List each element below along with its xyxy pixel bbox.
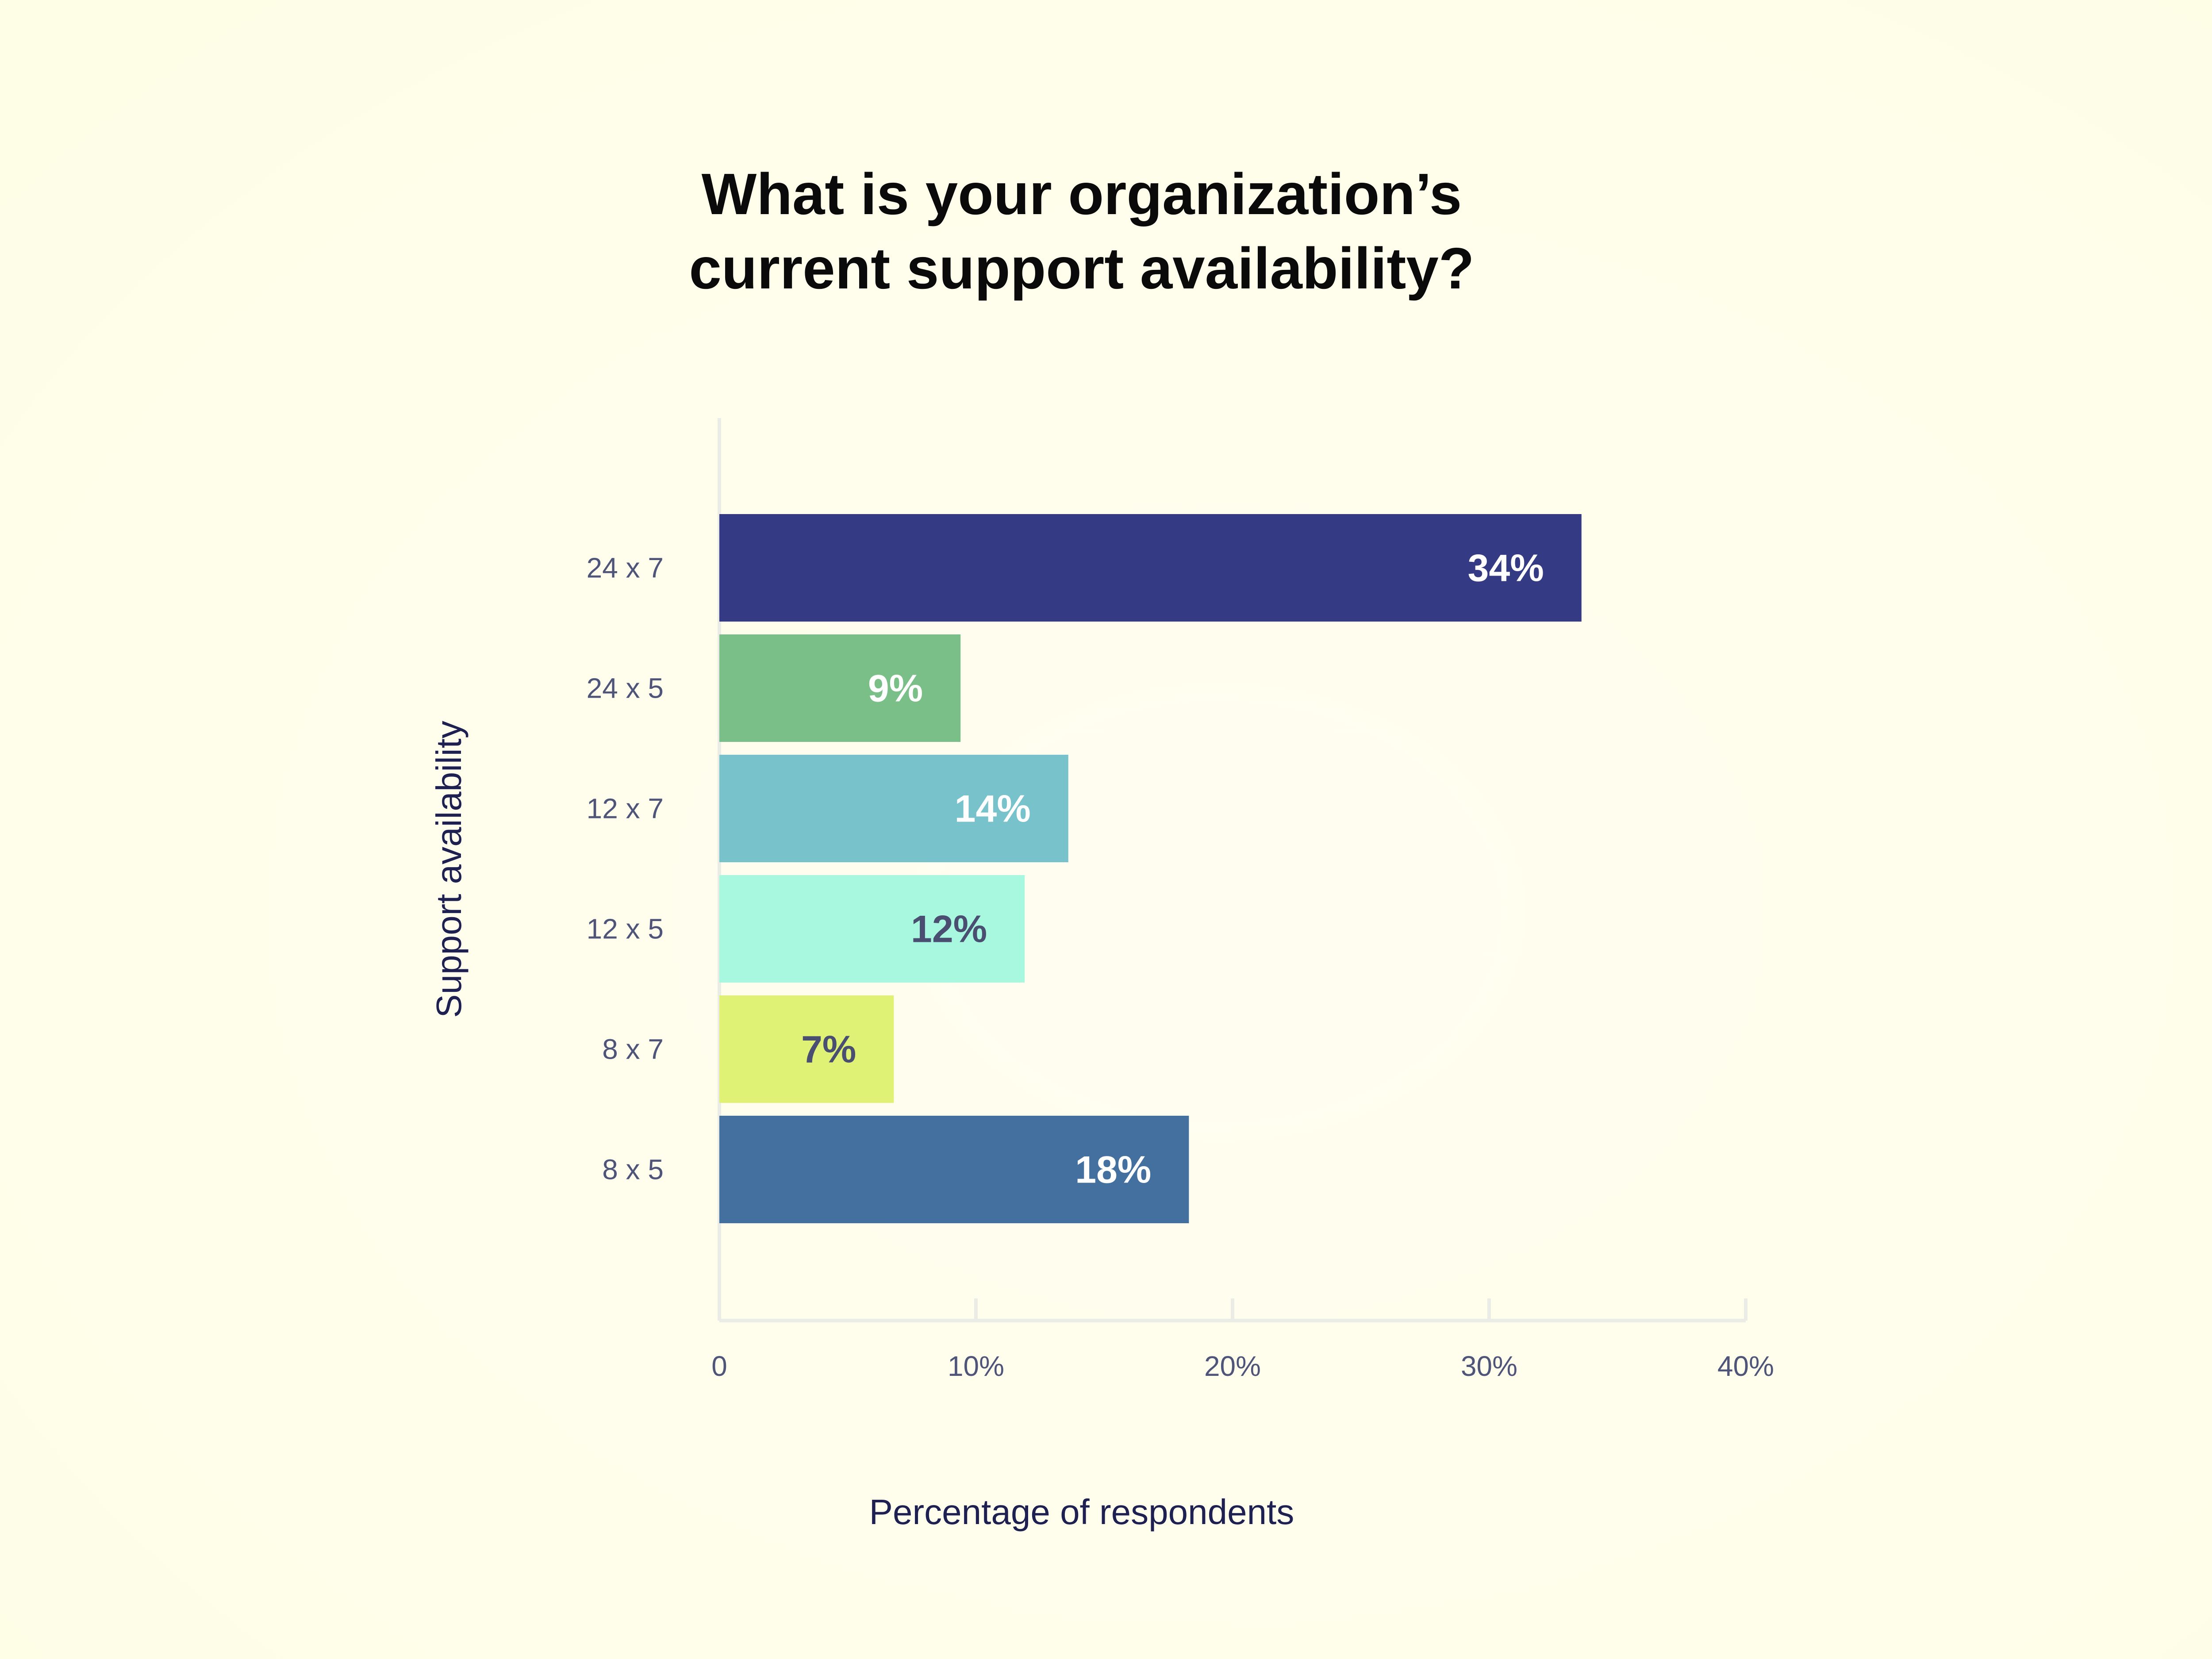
x-tick-label: 30%	[1461, 1350, 1517, 1382]
chart-title-line-2: current support availability?	[689, 236, 1475, 301]
x-tick-label: 0	[711, 1350, 727, 1382]
y-category-label: 8 x 7	[602, 1033, 664, 1065]
x-tick-label: 10%	[948, 1350, 1004, 1382]
y-category-label: 12 x 5	[587, 913, 664, 945]
x-axis-title: Percentage of respondents	[869, 1492, 1294, 1532]
labels-layer: 24 x 7 34% 24 x 5 9% 12 x 7 14% 12 x 5 12% 8 x 7…	[587, 547, 1544, 1191]
y-category-label: 24 x 5	[587, 672, 664, 704]
x-tick-label: 20%	[1204, 1350, 1261, 1382]
bar	[719, 755, 1068, 862]
y-category-label: 12 x 7	[587, 793, 664, 825]
x-tick-label: 40%	[1717, 1350, 1774, 1382]
data-label: 34%	[1468, 547, 1544, 590]
bar	[719, 1116, 1189, 1223]
data-label: 18%	[1075, 1149, 1151, 1191]
data-label: 14%	[955, 788, 1031, 830]
bar	[719, 634, 961, 742]
data-label: 7%	[801, 1029, 856, 1071]
y-category-label: 8 x 5	[602, 1154, 664, 1186]
y-axis-title: Support availability	[429, 721, 469, 1018]
bar	[719, 875, 1025, 983]
chart-title: What is your organization’s current supp…	[531, 157, 1632, 306]
data-label: 12%	[911, 908, 987, 951]
data-label: 9%	[868, 668, 923, 710]
bars-layer	[719, 514, 1582, 1223]
y-category-label: 24 x 7	[587, 552, 664, 584]
bar	[719, 995, 894, 1103]
chart-title-line-1: What is your organization’s	[701, 161, 1462, 227]
bar	[719, 514, 1582, 622]
